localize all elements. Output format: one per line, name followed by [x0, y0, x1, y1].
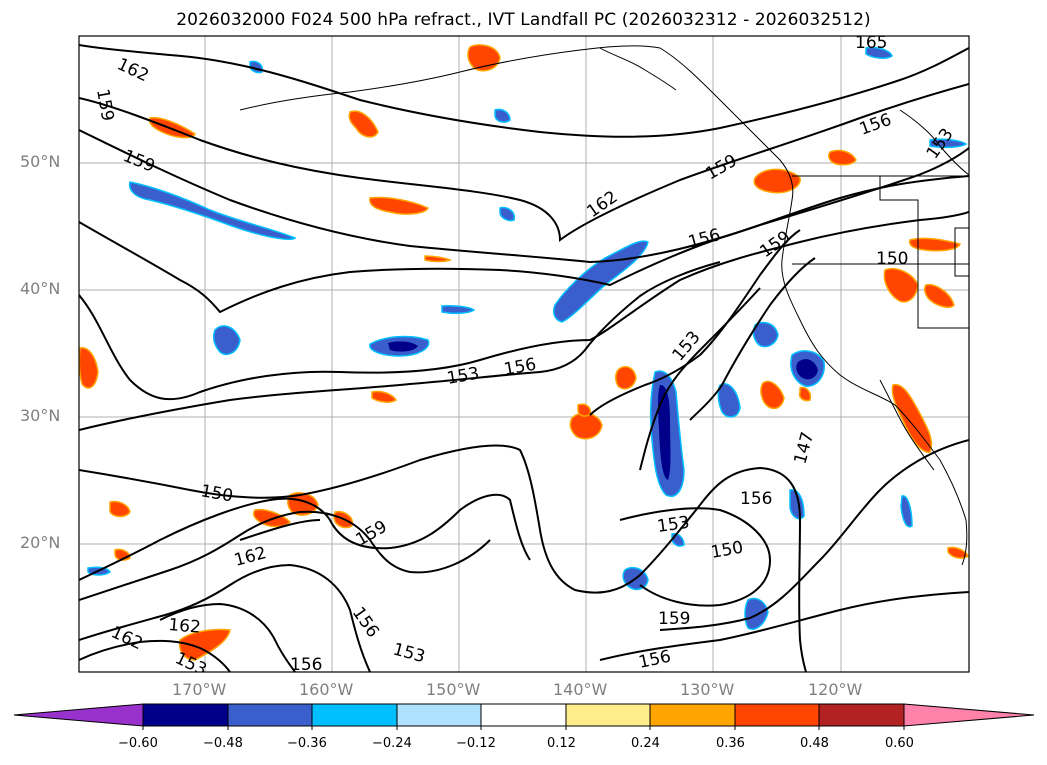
plot-area [79, 36, 969, 672]
contour-label: 165 [855, 33, 887, 53]
colorbar-tick-label: −0.36 [287, 736, 327, 751]
lat-label: 40°N [20, 279, 61, 298]
contour-label: 150 [876, 249, 908, 269]
contour-label: 156 [740, 489, 772, 509]
refractivity-contours [79, 44, 969, 672]
plot-frame [78, 35, 970, 673]
colorbar-tick-label: 0.60 [885, 736, 914, 751]
colorbar-tick-label: −0.24 [372, 736, 412, 751]
colorbar-tick-label: 0.36 [716, 736, 745, 751]
colorbar-bin [311, 703, 398, 727]
contour-label: 159 [658, 609, 690, 629]
lon-label: 170°W [172, 680, 227, 699]
colorbar-tick-label: −0.60 [118, 736, 158, 751]
coastlines [239, 45, 969, 566]
colorbar-tick-label: 0.24 [631, 736, 660, 751]
lon-label: 130°W [680, 680, 735, 699]
lon-label: 150°W [426, 680, 481, 699]
map-title: 2026032000 F024 500 hPa refract., IVT La… [176, 10, 871, 30]
colorbar-tick-label: −0.12 [456, 736, 496, 751]
colorbar-bin [734, 703, 820, 727]
lon-label: 120°W [808, 680, 863, 699]
colorbar-tick-label: 0.48 [800, 736, 829, 751]
contour-label: 156 [290, 655, 322, 675]
colorbar-bin [649, 703, 736, 727]
lat-label: 30°N [20, 406, 61, 425]
contour-label: 153 [656, 513, 691, 537]
colorbar-bin [818, 703, 905, 727]
colorbar-bin [142, 703, 229, 727]
colorbar-underflow [13, 703, 144, 727]
colorbar-bin [480, 703, 567, 727]
lon-label: 140°W [553, 680, 608, 699]
positive-anomaly-patches [79, 44, 969, 661]
lat-label: 20°N [20, 533, 61, 552]
contour-label: 162 [168, 615, 202, 638]
lat-label: 50°N [20, 152, 61, 171]
graticule [79, 36, 969, 672]
colorbar [13, 703, 1035, 730]
lon-label: 160°W [299, 680, 354, 699]
colorbar-overflow [903, 703, 1035, 727]
colorbar-bin [396, 703, 482, 727]
colorbar-tick-label: 0.12 [547, 736, 576, 751]
colorbar-tick-label: −0.48 [203, 736, 243, 751]
colorbar-bin [565, 703, 651, 727]
colorbar-bin [227, 703, 313, 727]
